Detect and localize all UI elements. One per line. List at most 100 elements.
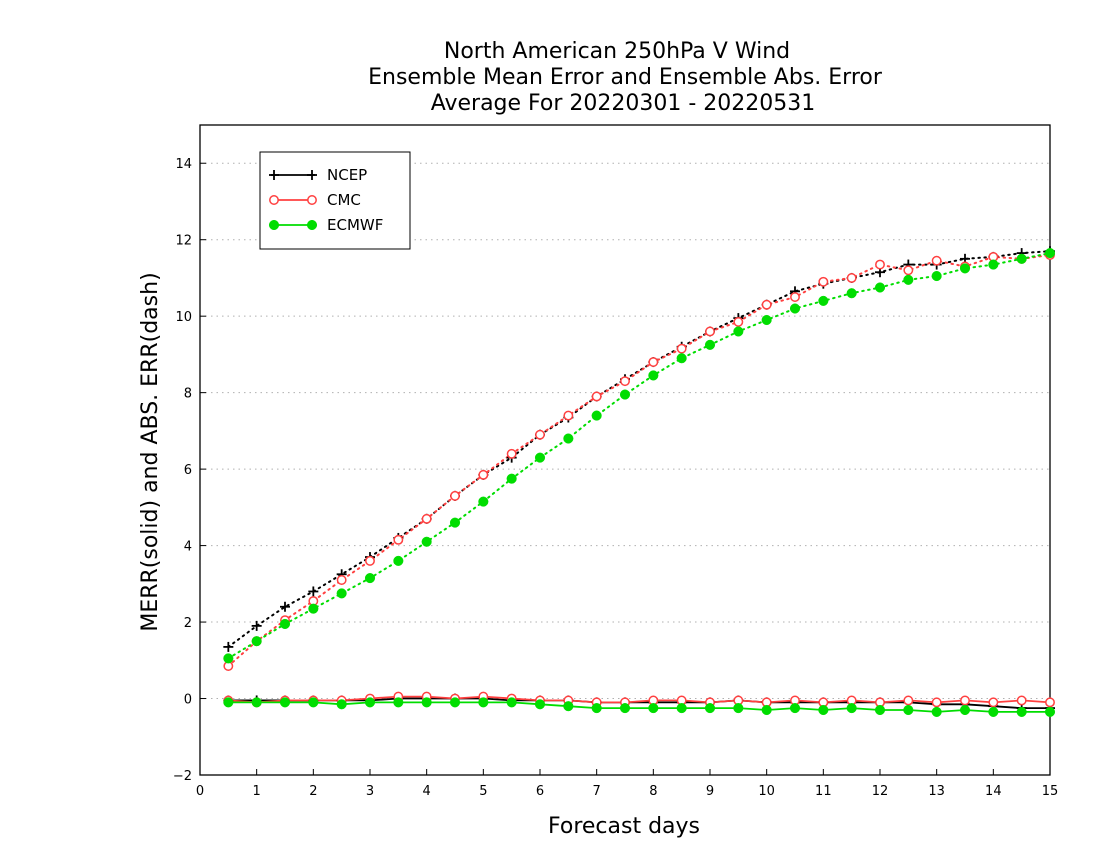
abs-error-point <box>393 534 404 545</box>
series-ncep <box>227 250 1051 709</box>
y-tick-label: 12 <box>175 234 192 249</box>
mean-error-point <box>336 699 347 710</box>
abs-error-point <box>535 429 545 440</box>
abs-error-line <box>227 254 1051 667</box>
abs-error-point <box>223 653 234 664</box>
mean-error-point <box>960 695 970 706</box>
abs-error-point <box>506 448 517 459</box>
abs-error-point <box>449 517 461 528</box>
abs-error-point <box>534 452 546 463</box>
legend-label: NCEP <box>327 166 367 184</box>
legend-marker-start <box>269 195 279 205</box>
mean-error-point <box>988 706 999 717</box>
chart-title: North American 250hPa V Wind Ensemble Me… <box>368 39 883 116</box>
abs-error-line <box>227 250 1051 648</box>
abs-error-point <box>1016 253 1027 264</box>
abs-error-point <box>336 575 347 585</box>
mean-error-point <box>931 706 942 717</box>
x-tick-label: 6 <box>536 784 544 799</box>
abs-error-point <box>591 410 602 421</box>
mean-error-point <box>421 697 432 708</box>
x-tick-label: 11 <box>815 784 832 799</box>
y-tick-label: 4 <box>184 540 192 555</box>
mean-error-point <box>874 704 886 716</box>
mean-error-point <box>449 697 461 708</box>
mean-error-point <box>506 697 517 708</box>
mean-error-point <box>591 703 602 714</box>
x-tick-label: 4 <box>423 784 431 799</box>
mean-error-point <box>251 697 262 708</box>
abs-error-point <box>705 326 715 337</box>
mean-error-point <box>931 697 942 708</box>
abs-error-point <box>619 389 631 400</box>
abs-error-point <box>478 496 489 507</box>
y-tick-label: 8 <box>184 387 192 402</box>
series-cmc <box>227 254 1051 704</box>
mean-error-point <box>534 699 546 710</box>
abs-error-point <box>789 303 801 314</box>
mean-error-point <box>733 703 744 714</box>
x-tick-label: 3 <box>366 784 374 799</box>
x-tick-label: 12 <box>872 784 889 799</box>
abs-error-point <box>988 259 999 270</box>
mean-error-point <box>789 703 801 714</box>
abs-error-point <box>308 603 319 614</box>
markers-ncep <box>223 246 1055 714</box>
abs-error-point <box>251 636 262 647</box>
mean-error-point <box>393 697 404 708</box>
chart-title-line-3: Average For 20220301 - 20220531 <box>431 91 816 116</box>
x-tick-label: 10 <box>758 784 775 799</box>
x-tick-label: 13 <box>928 784 945 799</box>
y-axis-title: MERR(solid) and ABS. ERR(dash) <box>138 272 163 631</box>
plot-frame <box>199 124 1051 776</box>
legend-entry-ecmwf: ECMWF <box>268 216 383 234</box>
abs-error-point <box>903 274 914 285</box>
abs-error-point <box>280 601 290 612</box>
abs-error-point <box>959 263 971 274</box>
legend-marker-end <box>307 170 317 180</box>
y-tick-label: −2 <box>173 769 192 784</box>
x-tick-label: 0 <box>196 784 204 799</box>
y-tick-label: 2 <box>184 616 192 631</box>
x-tick-label: 15 <box>1042 784 1059 799</box>
abs-error-point <box>818 295 829 306</box>
mean-error-point <box>846 703 857 714</box>
mean-error-point <box>619 703 631 714</box>
abs-error-point <box>393 555 404 566</box>
abs-error-point <box>279 618 291 630</box>
abs-error-point <box>591 391 602 402</box>
chart-title-line-1: North American 250hPa V Wind <box>444 39 790 64</box>
x-tick-label: 1 <box>253 784 261 799</box>
abs-error-point <box>421 513 432 524</box>
abs-error-point <box>846 272 857 283</box>
markers-ecmwf <box>223 248 1056 717</box>
abs-error-point <box>931 255 942 266</box>
abs-error-point <box>364 573 376 584</box>
abs-error-point <box>421 536 432 547</box>
mean-error-point <box>903 704 914 716</box>
x-tick-label: 8 <box>649 784 657 799</box>
abs-error-point <box>676 353 687 364</box>
mean-error-point <box>1016 706 1027 717</box>
legend-marker-end <box>306 219 318 231</box>
abs-error-point <box>818 276 829 287</box>
abs-error-point <box>563 433 574 444</box>
x-axis-title: Forecast days <box>548 814 700 839</box>
mean-error-point <box>903 695 914 706</box>
mean-error-point <box>1045 697 1055 708</box>
abs-error-point <box>903 265 914 276</box>
abs-error-point <box>733 316 744 327</box>
mean-error-point <box>478 697 489 708</box>
abs-error-point <box>223 641 234 652</box>
markers-cmc <box>223 250 1055 708</box>
abs-error-point <box>478 469 489 480</box>
abs-error-point <box>450 490 460 501</box>
legend-marker-start <box>269 170 279 180</box>
abs-error-line <box>227 252 1051 660</box>
mean-error-point <box>308 697 319 708</box>
abs-error-point <box>308 586 319 597</box>
mean-error-point <box>364 697 376 708</box>
abs-error-point <box>648 370 659 381</box>
abs-error-point <box>874 282 886 293</box>
